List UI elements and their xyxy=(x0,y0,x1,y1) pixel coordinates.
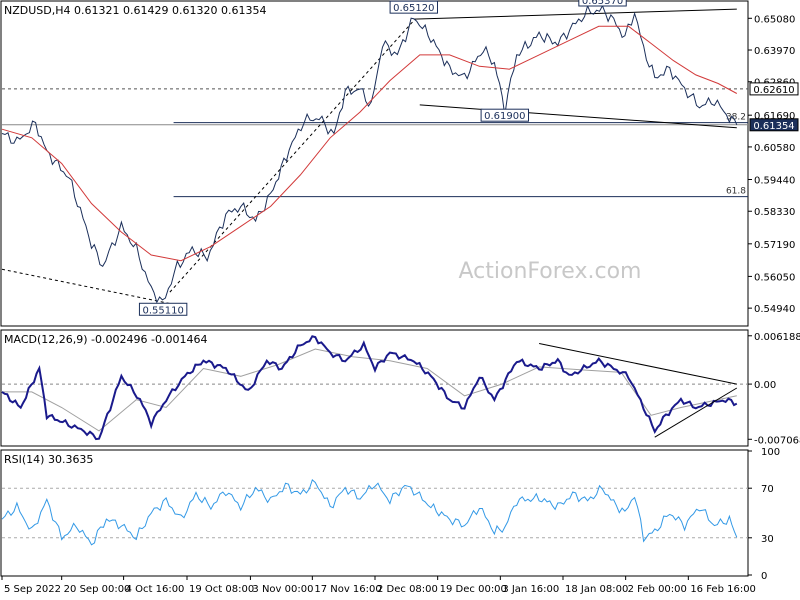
watermark: ActionForex.com xyxy=(459,259,642,284)
price-y-tick-label: 0.58330 xyxy=(754,207,795,218)
price-series xyxy=(1,4,738,304)
macd-header: MACD(12,26,9) -0.002496 -0.001464 xyxy=(4,333,207,346)
price-y-axis: 0.650800.639700.628600.616900.605800.594… xyxy=(748,14,795,315)
x-tick-label: 20 Sep 00:00 xyxy=(64,584,131,595)
rsi-header: RSI(14) 30.3635 xyxy=(4,453,93,466)
fib-level-label: 38.2 xyxy=(726,113,746,123)
macd-y-tick-label: 0.00 xyxy=(754,380,776,391)
rsi-line xyxy=(1,479,738,546)
pivot-label-box xyxy=(389,0,438,14)
price-panel-frame xyxy=(0,0,749,327)
x-tick-label: 4 Oct 16:00 xyxy=(126,584,185,595)
price-trendline xyxy=(1,268,170,305)
pivot-label: 0.65370 xyxy=(582,0,623,7)
x-tick-label: 16 Feb 16:00 xyxy=(690,584,756,595)
macd-panel: MACD(12,26,9) -0.002496 -0.001464 0.0061… xyxy=(0,329,800,447)
rsi-y-tick-label: 0 xyxy=(761,571,767,582)
pivot-label: 0.61900 xyxy=(484,111,525,122)
fib-level-label: 61.8 xyxy=(726,187,746,197)
price-header: NZDUSD,H4 0.61321 0.61429 0.61320 0.6135… xyxy=(4,4,266,17)
x-tick-label: 18 Jan 08:00 xyxy=(565,584,628,595)
macd-y-tick-label: 0.006188 xyxy=(754,332,800,343)
pivot-labels: 0.65120 0.65370 0.61900 0.55110 xyxy=(138,0,627,316)
price-tags: 0.62610 0.61354 xyxy=(749,82,799,132)
price-y-tick-label: 0.65080 xyxy=(754,14,795,25)
price-tag-label: 0.62610 xyxy=(753,85,794,96)
macd-panel-frame xyxy=(0,329,749,447)
price-y-tick-label: 0.60580 xyxy=(754,143,795,154)
pivot-label-box xyxy=(578,0,627,7)
x-tick-label: 5 Sep 2022 xyxy=(4,584,61,595)
x-tick-label: 17 Nov 16:00 xyxy=(314,584,381,595)
rsi-panel-frame xyxy=(0,449,749,577)
price-trendline xyxy=(419,104,737,129)
price-trendline xyxy=(413,8,737,20)
price-panel: NZDUSD,H4 0.61321 0.61429 0.61320 0.6135… xyxy=(0,0,799,327)
macd-trendline xyxy=(539,343,737,385)
rsi-y-tick-label: 30 xyxy=(761,534,774,545)
price-y-tick-label: 0.63970 xyxy=(754,46,795,57)
rsi-y-axis: 100 70 30 0 xyxy=(748,447,780,582)
price-trendline xyxy=(169,20,415,293)
price-y-tick-label: 0.54940 xyxy=(754,304,795,315)
price-y-tick-label: 0.56050 xyxy=(754,272,795,283)
rsi-y-tick-label: 70 xyxy=(761,484,774,495)
macd-trendline xyxy=(654,387,738,438)
rsi-panel: RSI(14) 30.3635 100 70 30 0 xyxy=(0,447,780,582)
rsi-guide-lines xyxy=(2,487,748,539)
x-tick-label: 3 Nov 00:00 xyxy=(252,584,313,595)
pivot-label-box xyxy=(480,108,530,122)
price-tag-box xyxy=(749,82,799,96)
x-tick-label: 19 Oct 08:00 xyxy=(189,584,254,595)
price-y-tick-label: 0.57190 xyxy=(754,240,795,251)
macd-trendlines xyxy=(539,343,738,438)
moving-average-line xyxy=(1,25,738,262)
x-axis: 5 Sep 2022 20 Sep 00:004 Oct 16:00 19 Oct … xyxy=(1,576,756,595)
price-y-tick-label: 0.61690 xyxy=(754,111,795,122)
x-tick-label: 3 Jan 16:00 xyxy=(502,584,559,595)
macd-y-tick-label: -0.007068 xyxy=(754,435,800,446)
price-level-lines: 38.2 61.8 xyxy=(2,88,748,198)
price-y-tick-label: 0.59440 xyxy=(754,176,795,187)
rsi-y-tick-label: 100 xyxy=(761,447,780,458)
price-tag-box xyxy=(749,118,799,132)
pivot-label: 0.55110 xyxy=(142,305,183,316)
x-tick-label: 2 Feb 00:00 xyxy=(628,584,687,595)
x-tick-label: 2 Dec 08:00 xyxy=(377,584,438,595)
pivot-label-box xyxy=(138,302,188,316)
price-tag-label: 0.61354 xyxy=(753,121,794,132)
macd-line xyxy=(1,335,738,441)
x-tick-label: 19 Dec 00:00 xyxy=(440,584,507,595)
macd-y-axis: 0.006188 0.00 -0.007068 xyxy=(748,332,800,446)
pivot-label: 0.65120 xyxy=(393,3,434,14)
